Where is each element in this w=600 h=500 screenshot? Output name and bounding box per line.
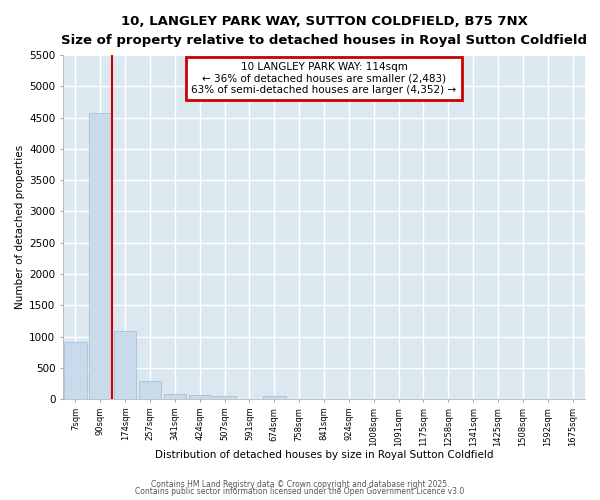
Bar (89, 112, 112, 399)
Bar (64, 342, 86, 399)
Y-axis label: Number of detached properties: Number of detached properties (15, 145, 25, 309)
Title: 10, LANGLEY PARK WAY, SUTTON COLDFIELD, B75 7NX
Size of property relative to det: 10, LANGLEY PARK WAY, SUTTON COLDFIELD, … (61, 15, 587, 47)
Text: 10 LANGLEY PARK WAY: 114sqm
← 36% of detached houses are smaller (2,483)
63% of : 10 LANGLEY PARK WAY: 114sqm ← 36% of det… (191, 62, 457, 95)
Bar (214, 396, 236, 399)
Text: Contains public sector information licensed under the Open Government Licence v3: Contains public sector information licen… (136, 487, 464, 496)
Bar (188, 396, 211, 399)
Text: Contains HM Land Registry data © Crown copyright and database right 2025.: Contains HM Land Registry data © Crown c… (151, 480, 449, 489)
X-axis label: Distribution of detached houses by size in Royal Sutton Coldfield: Distribution of detached houses by size … (155, 450, 493, 460)
Bar (139, 380, 161, 399)
Bar (164, 394, 186, 399)
Bar (114, 331, 136, 399)
Bar (263, 396, 286, 399)
